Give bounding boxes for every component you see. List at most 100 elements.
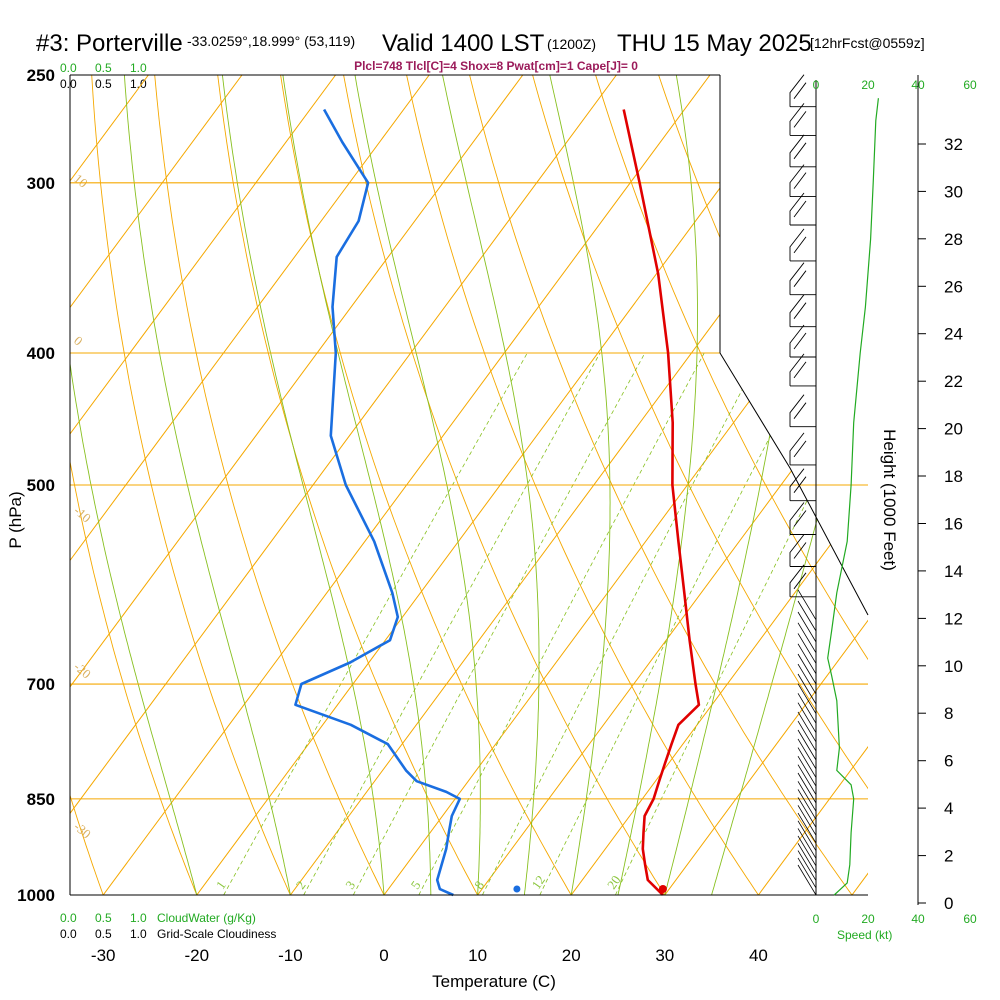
wind-speed-tick-bottom: 20: [861, 912, 875, 926]
dry-adiabat-line: [0, 75, 10, 895]
dry-adiabat-line: [469, 75, 853, 895]
cloudiness-label: Grid-Scale Cloudiness: [157, 927, 276, 941]
bottom-cloudwater-tick: 0.0: [60, 911, 77, 925]
wind-barb-low: [797, 843, 817, 874]
wind-barb-low: [797, 720, 817, 752]
moist-adiabat-line: [221, 75, 385, 895]
wind-barb-low: [797, 738, 817, 770]
wind-barb-upper: [789, 324, 816, 358]
isotherm-line: [664, 75, 868, 895]
wind-barb-low: [797, 622, 817, 654]
dry-adiabat-line: [70, 75, 104, 895]
wind-barb-upper: [789, 294, 816, 328]
isotherm-line: [70, 75, 337, 895]
dry-adiabat-line: [595, 75, 868, 895]
wind-speed-line: [827, 98, 879, 896]
station-coords: -33.0259°,18.999° (53,119): [187, 33, 355, 49]
pressure-tick-label: 300: [27, 174, 55, 193]
wind-barb-low: [797, 702, 817, 733]
station-title: #3: Porterville: [36, 30, 183, 57]
dry-adiabat-line: [532, 75, 868, 895]
mixing-ratio-label: 12: [528, 873, 548, 892]
surface-dewpoint-marker: [513, 885, 521, 893]
wind-barb-low: [797, 764, 817, 795]
height-axis-label: Height (1000 Feet): [880, 429, 899, 571]
wind-barb-upper: [789, 134, 816, 168]
moist-adiabat-line: [354, 75, 481, 895]
dry-adiabat-line: [154, 75, 385, 895]
pressure-tick-label: 1000: [17, 886, 55, 905]
height-tick-label: 6: [944, 752, 953, 771]
wind-barb-upper: [789, 394, 816, 428]
wind-barb-low: [797, 864, 817, 896]
bottom-cloudwater-scale: 0.0 0.5 1.0 CloudWater (g/Kg) 0.0 0.5 1.…: [60, 911, 276, 941]
profile-layer: [294, 108, 701, 897]
isotherm-edge-label: -10: [71, 503, 94, 526]
wind-barb-low: [797, 850, 817, 881]
dry-adiabat-line: [343, 75, 666, 895]
wind-barb-low: [797, 820, 817, 852]
dry-adiabat-line: [91, 75, 291, 895]
moist-adiabat-line: [617, 75, 698, 895]
height-tick-label: 22: [944, 372, 963, 391]
height-tick-label: 28: [944, 230, 963, 249]
mixing-ratio-label: 2: [293, 878, 309, 892]
wind-barb-upper: [789, 103, 816, 136]
wind-barb-low: [797, 789, 817, 820]
temperature-tick-label: -10: [278, 946, 303, 965]
wind-barb-low: [797, 589, 817, 621]
temperature-tick-label: 20: [562, 946, 581, 965]
top-cloudiness-tick: 0.0: [60, 77, 77, 91]
wind-barb-upper: [789, 502, 816, 535]
wind-speed-tick-bottom: 40: [911, 912, 925, 926]
temperature-axis-label: Temperature (C): [432, 972, 556, 991]
wind-barb-upper: [789, 534, 816, 567]
wind-barb-low: [797, 755, 817, 787]
mixing-ratio-label: 8: [471, 878, 487, 892]
wind-barb-low: [797, 828, 817, 859]
wind-barb-upper: [789, 164, 816, 198]
dry-adiabat-line: [217, 75, 478, 895]
moist-adiabat-line: [123, 75, 291, 895]
wind-barb-low: [797, 711, 817, 743]
top-cloudiness-tick: 1.0: [130, 77, 147, 91]
isotherm-edge-label: 0: [71, 333, 86, 349]
pressure-tick-label: 700: [27, 675, 55, 694]
wind-barb-low: [797, 729, 817, 761]
wind-speed-tick-top: 0: [813, 78, 820, 92]
wind-speed-tick-top: 60: [963, 78, 977, 92]
wind-speed-tick-top: 20: [861, 78, 875, 92]
wind-barb-upper: [789, 74, 816, 108]
dry-adiabat-line: [70, 75, 198, 895]
bottom-cloudwater-tick: 1.0: [130, 911, 147, 925]
temperature-tick-label: 40: [749, 946, 768, 965]
wind-barb-upper: [789, 192, 816, 226]
pressure-tick-label: 850: [27, 790, 55, 809]
moist-adiabat-line: [70, 75, 198, 895]
isotherm-label: 10: [817, 406, 843, 433]
cloudwater-label: CloudWater (g/Kg): [157, 911, 256, 925]
height-tick-label: 24: [944, 325, 963, 344]
utc-time: (1200Z): [547, 36, 596, 52]
wind-barb-low: [797, 747, 817, 778]
height-tick-label: 32: [944, 135, 963, 154]
wind-barb-low: [797, 600, 817, 632]
mixing-ratio-label: 20: [604, 873, 624, 892]
wind-barb-upper: [789, 564, 816, 598]
forecast-info: [12hrFcst@0559z]: [810, 35, 925, 51]
right-frame-line: [719, 75, 869, 616]
height-tick-label: 12: [944, 609, 963, 628]
isotherm-line: [757, 75, 868, 895]
wind-barb-upper: [789, 262, 816, 296]
mixing-ratio-label: 1: [213, 878, 229, 892]
height-tick-label: 14: [944, 562, 963, 581]
isotherm-line: [70, 75, 243, 895]
wind-barb-low: [797, 633, 817, 664]
temperature-tick-label: 0: [379, 946, 388, 965]
height-tick-label: 4: [944, 799, 953, 818]
pressure-tick-label: 400: [27, 344, 55, 363]
wind-barb-upper: [789, 468, 816, 502]
wind-barb-upper: [789, 228, 816, 262]
